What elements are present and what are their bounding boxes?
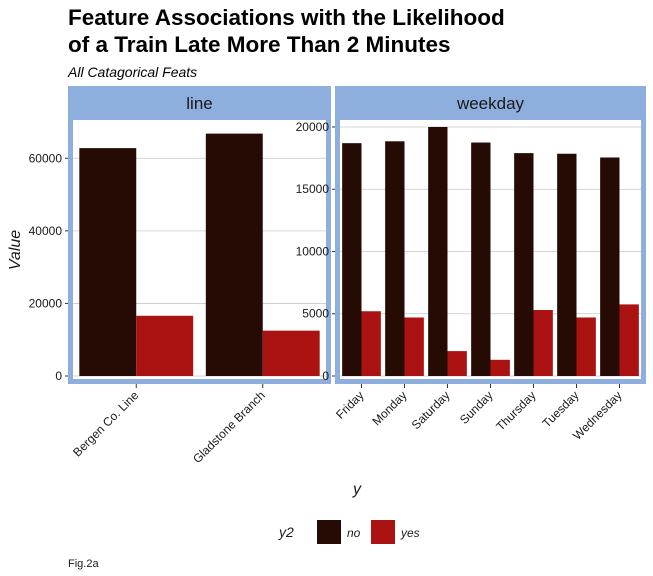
facet-strip — [68, 86, 331, 120]
x-tick-label: Friday — [333, 388, 366, 421]
bar-yes — [533, 310, 553, 376]
y-tick-label: 10000 — [296, 244, 330, 258]
legend-label-no: no — [347, 526, 361, 540]
x-tick-label: Gladstone Branch — [190, 388, 268, 466]
legend: y2 no yes — [278, 520, 420, 544]
bar-yes — [619, 304, 639, 376]
bar-no — [342, 143, 362, 376]
bar-no — [385, 141, 405, 376]
chart-subtitle: All Catagorical Feats — [67, 64, 197, 80]
facet-strip-label: weekday — [456, 94, 525, 113]
bar-no — [79, 148, 137, 376]
x-tick-label: Thursday — [493, 388, 538, 433]
bar-yes — [361, 311, 381, 376]
bar-no — [471, 142, 491, 376]
y-tick-label: 20000 — [29, 296, 63, 310]
facet-strip-label: line — [186, 94, 212, 113]
bar-no — [600, 157, 620, 376]
facet-strip — [335, 86, 646, 120]
legend-key-no — [317, 520, 341, 544]
bar-no — [514, 153, 534, 376]
x-tick-label: Tuesday — [539, 388, 581, 430]
facet-panel-line: line 0 20000 40000 60000 Bergen Co. Line Glads… — [29, 86, 331, 466]
bar-no — [557, 153, 577, 376]
facet-panels: line 0 20000 40000 60000 Bergen Co. Line Glads… — [29, 86, 646, 466]
x-tick-label: Saturday — [409, 388, 453, 432]
y-tick-label: 15000 — [296, 182, 330, 196]
bar-yes — [576, 317, 596, 376]
bar-yes — [262, 330, 320, 376]
y-axis-title: Value — [7, 230, 24, 270]
y-tick-label: 5000 — [302, 307, 329, 321]
chart-title-line1: Feature Associations with the Likelihood — [68, 5, 505, 30]
chart-title-line2: of a Train Late More Than 2 Minutes — [68, 32, 451, 57]
legend-label-yes: yes — [400, 526, 420, 540]
y-tick-label: 40000 — [29, 224, 63, 238]
figure-caption: Fig.2a — [68, 558, 99, 570]
bar-yes — [490, 359, 510, 376]
y-tick-label: 0 — [55, 369, 62, 383]
x-tick-label: Sunday — [457, 388, 496, 427]
bar-yes — [136, 315, 194, 376]
x-axis-title: y — [352, 481, 362, 498]
legend-key-yes — [371, 520, 395, 544]
bar-no — [205, 133, 263, 376]
x-tick-label: Monday — [370, 388, 410, 428]
y-tick-label: 60000 — [29, 151, 63, 165]
bar-yes — [404, 317, 424, 376]
x-tick-label: Bergen Co. Line — [70, 388, 141, 459]
y-tick-label: 20000 — [296, 120, 330, 134]
legend-title: y2 — [278, 524, 294, 540]
bar-no — [428, 126, 448, 376]
y-tick-label: 0 — [322, 369, 329, 383]
bar-yes — [447, 351, 467, 376]
